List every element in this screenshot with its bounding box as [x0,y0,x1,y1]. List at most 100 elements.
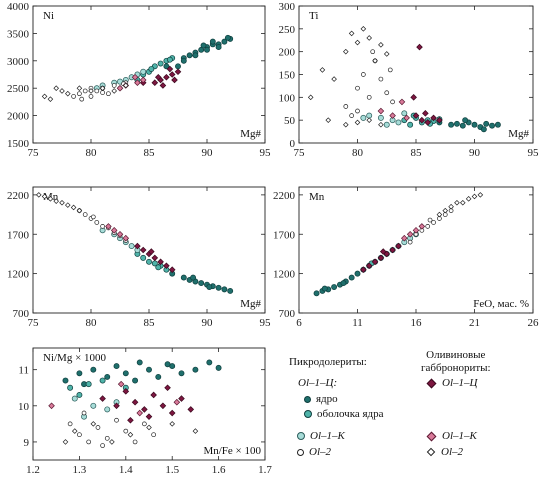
data-point [427,217,433,223]
x-tick-label: 95 [528,147,539,159]
data-point [173,398,181,406]
chart-panel-2: 75 80 85 90 95 0 50 100 150 200 250 300 Ti Mg# [279,1,539,159]
data-point [395,119,402,126]
data-point [418,223,426,230]
data-point [136,359,143,366]
data-point [151,254,159,262]
data-point [169,421,175,427]
legend-ol2-olivine-label: Ol–2 [441,446,463,458]
x-axis-label: Mn/Fe × 100 [203,445,261,457]
legend-core-label: ядро [316,393,338,405]
data-point [41,193,48,200]
data-point [215,284,222,291]
data-point [209,38,216,45]
data-point [192,366,199,373]
data-point [99,395,106,402]
data-point [313,290,320,297]
legend-item-core-rim: оболочка ядра [304,408,384,420]
series-ol1k_olivine [401,223,426,242]
data-point [76,370,83,377]
legend-ol1k-olivine-label: Ol–1–К [442,430,477,442]
x-axis-label: Mg# [240,128,261,140]
x-tick-label: 16 [411,317,423,329]
y-tick-label: 4000 [7,1,30,13]
data-point [355,85,360,91]
data-point [401,110,408,117]
data-point [113,402,120,410]
data-point [354,39,361,46]
data-point [164,361,171,368]
legend-item-ol2-picro: Ol–2 [297,446,331,458]
series-ol1k_olivine [48,380,181,417]
y-tick-label: 11 [18,365,29,377]
series-core [163,34,234,70]
data-point [76,392,83,398]
data-point [221,38,228,45]
x-tick-label: 1.4 [119,464,133,476]
legend-ol2-picro-marker [297,448,304,456]
data-point [155,373,162,380]
y-tick-label: 1200 [273,269,296,281]
data-point [41,93,48,100]
x-tick-label: 90 [202,317,214,329]
data-point [366,94,372,100]
data-point [192,52,199,59]
data-point [95,425,101,430]
data-point [116,230,124,238]
x-tick-label: 11 [352,317,363,329]
legend-ol1c-olivine-label: Ol–1–Ц [442,377,478,389]
data-point [53,85,59,91]
data-point [377,107,385,115]
data-point [168,266,176,273]
data-point [389,112,396,119]
x-tick-label: 90 [469,147,481,159]
series-ol1k_picro [360,110,408,128]
data-point [387,67,393,73]
data-point [48,402,55,410]
x-axis-label: FeO, мас. % [473,298,529,310]
data-point [139,76,147,84]
y-tick-label: 700 [13,308,30,320]
data-point [462,117,469,124]
data-point [148,66,155,72]
data-point [77,91,82,97]
data-point [100,224,105,229]
data-point [77,432,82,438]
data-point [123,82,129,89]
x-tick-label: 80 [86,317,98,329]
data-point [151,79,159,87]
data-point [384,90,390,96]
y-tick-label: 300 [279,1,296,13]
y-tick-label: 150 [279,70,296,82]
data-point [140,254,147,261]
data-point [168,71,176,78]
legend-group-gabbronorite-title-line1: Оливиновые [426,349,486,361]
data-point [378,121,384,128]
data-point [132,377,139,384]
data-point [116,84,124,92]
data-point [141,406,148,413]
legend-core-rim-label: оболочка ядра [317,408,384,420]
data-point [76,207,83,214]
data-point [372,58,378,64]
y-tick-label: 700 [279,308,296,320]
data-point [174,68,182,76]
data-point [224,34,231,41]
chart-panel-1: 75 80 85 90 95 1500 2000 2500 3000 3500 4000 Ni Mg# [7,1,271,159]
legend-core-rim-marker [304,410,312,419]
data-point [483,120,490,127]
data-point [348,30,355,37]
data-point [79,96,85,102]
data-point [198,280,205,287]
legend-ol1k-olivine-marker [426,431,437,442]
chart-panel-4: 6 11 16 21 26 700 1200 1700 2200 Mn FeO, мас. % [273,186,539,329]
data-point [403,114,410,122]
y-tick-label: 1700 [273,229,296,241]
data-point [71,395,78,402]
data-point [146,258,152,265]
data-point [71,428,78,434]
data-point [371,258,379,266]
data-point [82,212,88,217]
data-point [378,42,384,48]
data-point [343,121,349,128]
